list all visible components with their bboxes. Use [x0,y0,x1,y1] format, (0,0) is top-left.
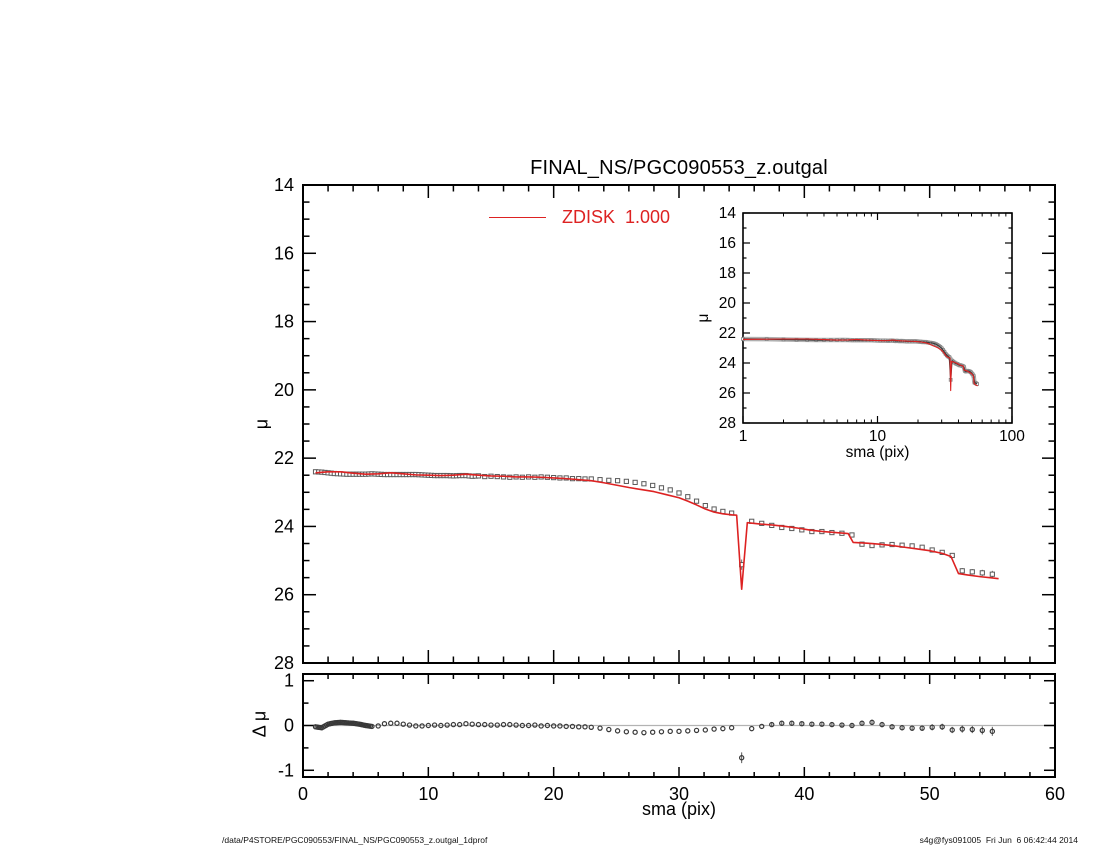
svg-text:50: 50 [920,784,940,804]
residual-error-bars [741,719,993,764]
svg-text:14: 14 [274,175,294,195]
svg-text:100: 100 [999,428,1025,445]
main-data-points [312,469,995,577]
inset-panel: 14 16 18 20 22 24 26 281 10 100 [719,205,1026,445]
main-panel: 14 16 18 20 22 24 26 28 [274,175,1056,673]
legend-label: ZDISK 1.000 [562,207,671,227]
svg-text:28: 28 [274,653,294,673]
residual-points [312,719,996,761]
svg-text:-1: -1 [278,760,294,780]
x-axis-label: sma (pix) [641,799,716,819]
inset-x-axis-label: sma (pix) [845,444,910,461]
svg-text:20: 20 [274,380,294,400]
svg-text:1: 1 [739,428,748,445]
svg-text:26: 26 [719,385,736,402]
svg-text:14: 14 [719,205,737,222]
svg-text:10: 10 [869,428,887,445]
footer-file-path: /data/P4STORE/PGC090553/FINAL_NS/PGC0905… [222,835,488,845]
residual-y-axis-label: Δ μ [249,710,270,738]
inset-model-line [742,338,978,392]
inset-y-axis-label: μ [695,313,712,323]
svg-text:26: 26 [274,585,294,605]
svg-text:24: 24 [274,516,294,536]
inset-data-points [741,337,979,386]
svg-text:30: 30 [669,784,689,804]
svg-text:0: 0 [298,784,308,804]
svg-text:40: 40 [794,784,814,804]
residual-panel: 10-10 10 20 30 40 50 60 [278,671,1065,804]
zdisk-model-line [315,470,999,591]
svg-text:0: 0 [284,716,294,736]
page-title: FINAL_NS/PGC090553_z.outgal [530,157,828,179]
svg-text:20: 20 [719,295,737,312]
svg-text:22: 22 [274,448,294,468]
legend-color-line [489,217,546,218]
svg-text:22: 22 [719,325,736,342]
footer-timestamp: s4g@fys091005 Fri Jun 6 06:42:44 2014 [919,835,1078,845]
svg-text:18: 18 [719,265,736,282]
svg-text:60: 60 [1045,784,1065,804]
svg-text:16: 16 [274,243,294,263]
svg-text:28: 28 [719,415,736,432]
svg-text:10: 10 [418,784,438,804]
svg-text:18: 18 [274,312,294,332]
main-y-axis-label: μ [251,418,272,430]
svg-text:20: 20 [544,784,564,804]
svg-text:16: 16 [719,235,736,252]
svg-text:1: 1 [284,671,294,691]
svg-text:24: 24 [719,355,737,372]
